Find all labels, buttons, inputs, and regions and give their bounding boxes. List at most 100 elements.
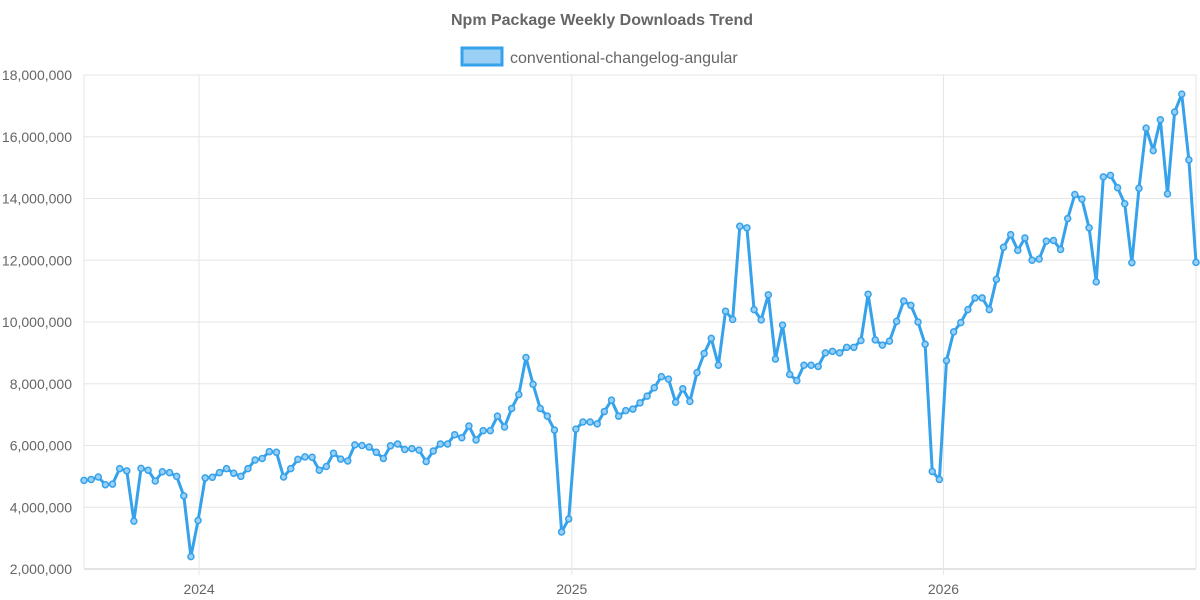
data-point[interactable] <box>322 462 331 471</box>
data-point[interactable] <box>137 464 145 473</box>
data-point[interactable] <box>842 343 851 352</box>
data-point[interactable] <box>522 353 530 362</box>
legend-swatch[interactable] <box>460 46 504 67</box>
data-point[interactable] <box>1063 214 1072 223</box>
data-point[interactable] <box>393 440 402 448</box>
data-point[interactable] <box>1177 90 1186 98</box>
data-point[interactable] <box>472 436 480 444</box>
data-point[interactable] <box>436 440 445 448</box>
data-point[interactable] <box>386 442 395 450</box>
data-point[interactable] <box>458 434 466 442</box>
data-point[interactable] <box>728 315 737 324</box>
data-point[interactable] <box>536 404 544 413</box>
data-point[interactable] <box>1021 234 1029 242</box>
data-point[interactable] <box>486 426 495 435</box>
data-point[interactable] <box>308 453 316 461</box>
data-point[interactable] <box>172 472 181 481</box>
data-point[interactable] <box>315 466 323 474</box>
data-point[interactable] <box>871 336 879 344</box>
data-point[interactable] <box>899 297 908 305</box>
data-point[interactable] <box>878 341 887 349</box>
legend-label[interactable]: conventional-changelog-angular <box>510 50 738 67</box>
data-point[interactable] <box>500 423 509 431</box>
data-point[interactable] <box>835 349 844 357</box>
data-point[interactable] <box>600 407 609 416</box>
data-point[interactable] <box>543 412 552 420</box>
data-point[interactable] <box>151 477 160 485</box>
data-point[interactable] <box>1006 230 1015 239</box>
data-point[interactable] <box>1085 224 1093 232</box>
data-point[interactable] <box>607 396 616 404</box>
data-point[interactable] <box>108 480 117 488</box>
data-point[interactable] <box>443 440 452 448</box>
data-point[interactable] <box>693 368 701 377</box>
data-point[interactable] <box>949 328 958 336</box>
data-point[interactable] <box>1106 171 1115 180</box>
data-point[interactable] <box>793 376 801 385</box>
data-point[interactable] <box>123 467 131 475</box>
data-point[interactable] <box>814 362 822 371</box>
data-point[interactable] <box>272 448 281 457</box>
data-point[interactable] <box>629 405 637 413</box>
data-point[interactable] <box>650 384 659 392</box>
data-point[interactable] <box>265 447 274 456</box>
data-point[interactable] <box>579 418 587 426</box>
data-point[interactable] <box>614 412 623 420</box>
data-point[interactable] <box>408 444 416 453</box>
data-point[interactable] <box>1135 184 1143 193</box>
data-point[interactable] <box>778 321 787 329</box>
data-point[interactable] <box>714 361 723 369</box>
data-point[interactable] <box>636 399 644 407</box>
data-point[interactable] <box>415 446 423 454</box>
data-point[interactable] <box>507 404 516 413</box>
data-point[interactable] <box>907 301 915 310</box>
data-point[interactable] <box>1142 124 1150 132</box>
data-point[interactable] <box>736 222 744 231</box>
data-point[interactable] <box>1156 116 1165 124</box>
data-point[interactable] <box>850 343 858 352</box>
data-point[interactable] <box>87 475 95 484</box>
data-point[interactable] <box>800 361 808 369</box>
data-point[interactable] <box>479 426 487 435</box>
data-point[interactable] <box>664 375 673 383</box>
data-point[interactable] <box>1149 146 1157 155</box>
data-point[interactable] <box>194 516 202 525</box>
data-point[interactable] <box>251 456 259 464</box>
data-point[interactable] <box>329 449 338 457</box>
data-point[interactable] <box>358 441 366 450</box>
data-point[interactable] <box>686 397 694 406</box>
data-point[interactable] <box>401 445 409 454</box>
data-point[interactable] <box>422 457 430 466</box>
data-point[interactable] <box>750 305 758 314</box>
data-point[interactable] <box>450 430 459 439</box>
data-point[interactable] <box>978 294 986 302</box>
data-point[interactable] <box>301 453 309 461</box>
data-point[interactable] <box>857 336 865 345</box>
data-point[interactable] <box>379 454 388 463</box>
legend[interactable]: conventional-changelog-angular <box>460 46 738 67</box>
data-point[interactable] <box>707 334 716 343</box>
data-point[interactable] <box>757 316 765 324</box>
data-point[interactable] <box>215 468 224 477</box>
data-point[interactable] <box>294 455 302 464</box>
data-point[interactable] <box>343 457 352 465</box>
data-point[interactable] <box>914 318 922 326</box>
data-point[interactable] <box>671 398 680 407</box>
data-point[interactable] <box>208 473 217 482</box>
data-point[interactable] <box>985 305 994 314</box>
data-point[interactable] <box>1099 173 1108 181</box>
data-point[interactable] <box>1035 255 1043 263</box>
data-point[interactable] <box>550 426 559 434</box>
data-point[interactable] <box>465 422 473 430</box>
data-point[interactable] <box>279 473 288 481</box>
data-point[interactable] <box>721 307 730 315</box>
data-point[interactable] <box>964 305 972 314</box>
data-point[interactable] <box>957 318 965 327</box>
data-point[interactable] <box>557 528 566 536</box>
data-point[interactable] <box>971 294 979 302</box>
data-point[interactable] <box>1092 278 1100 286</box>
data-point[interactable] <box>372 448 381 457</box>
data-point[interactable] <box>429 447 438 455</box>
data-point[interactable] <box>1185 156 1193 164</box>
data-point[interactable] <box>657 372 666 381</box>
